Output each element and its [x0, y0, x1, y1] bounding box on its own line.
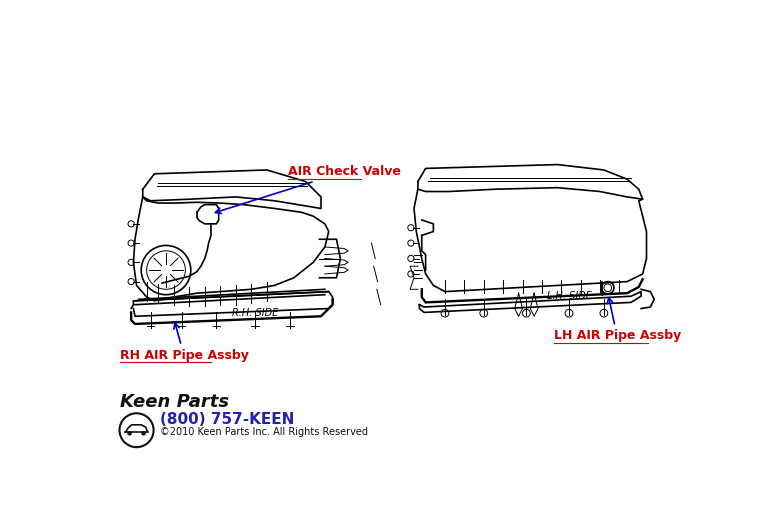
Circle shape: [127, 431, 132, 436]
Circle shape: [119, 413, 153, 447]
Circle shape: [141, 431, 146, 436]
Text: LH AIR Pipe Assby: LH AIR Pipe Assby: [554, 298, 681, 342]
Text: Keen Parts: Keen Parts: [119, 393, 229, 411]
Text: R.H. SIDE: R.H. SIDE: [232, 308, 278, 318]
Text: (800) 757-KEEN: (800) 757-KEEN: [160, 412, 294, 427]
Text: AIR Check Valve: AIR Check Valve: [216, 165, 400, 213]
Text: RH AIR Pipe Assby: RH AIR Pipe Assby: [119, 323, 249, 362]
Text: L.H. SIDE: L.H. SIDE: [547, 291, 591, 301]
Text: ©2010 Keen Parts Inc. All Rights Reserved: ©2010 Keen Parts Inc. All Rights Reserve…: [160, 427, 368, 437]
